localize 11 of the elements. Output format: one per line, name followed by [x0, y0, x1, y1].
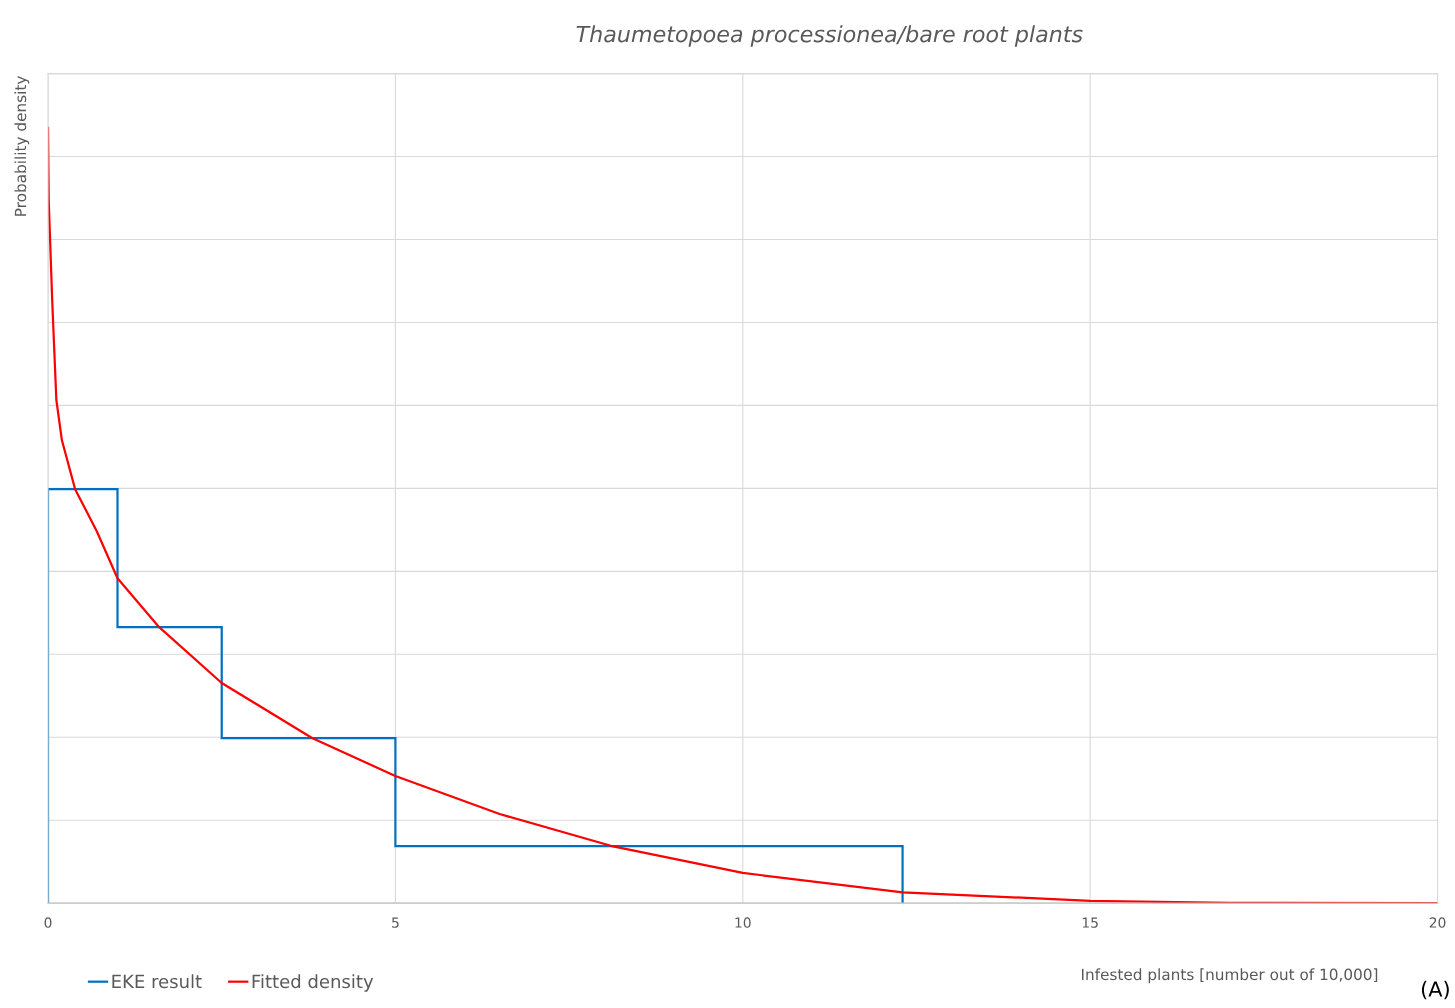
text: (A): [1421, 980, 1449, 1000]
x-axis-title: Infested plants [number out of 10,000]: [1081, 968, 1378, 984]
x-tick-label: 0: [44, 917, 52, 928]
chart-title: Thaumetopoea processionea/bare root plants: [576, 25, 1083, 47]
legend-label: EKE result: [112, 974, 202, 989]
x-tick-label: 20: [1429, 917, 1446, 928]
x-tick-label: 10: [735, 917, 751, 928]
x-tick-label: 15: [1082, 917, 1098, 928]
legend-label: Fitted density: [252, 974, 374, 992]
x-tick-label: 5: [392, 917, 399, 928]
y-axis-title: Probability density: [14, 76, 30, 216]
